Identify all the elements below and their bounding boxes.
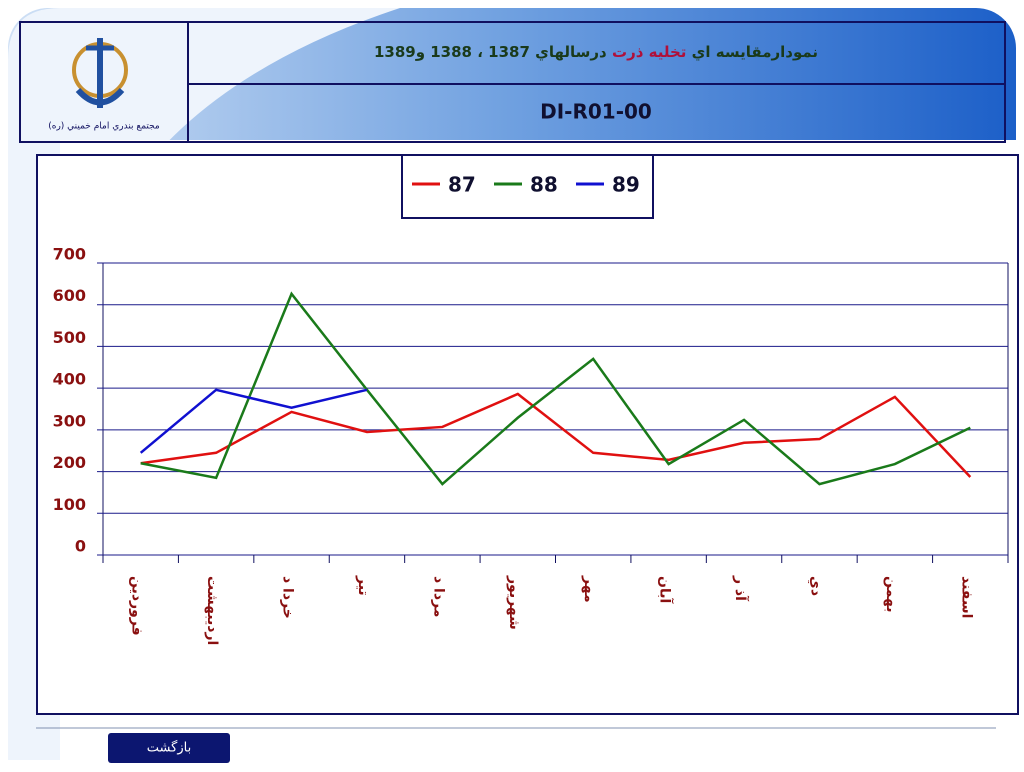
x-tick-label: بهمن (883, 576, 899, 612)
title-part: تخليه ذرت (612, 43, 686, 61)
logo (72, 38, 128, 108)
x-tick-label: آبان (657, 576, 675, 604)
x-tick-label: مهر (581, 575, 597, 603)
x-tick-label: دي (806, 576, 823, 596)
y-tick-label: 600 (53, 286, 86, 305)
y-tick-label: 400 (53, 370, 86, 389)
logo-caption: مجتمع بندري امام خميني (ره) (48, 122, 160, 132)
series-line (140, 291, 971, 486)
y-tick-label: 300 (53, 411, 86, 430)
y-tick-label: 500 (53, 328, 86, 347)
title-part: نمودارمقايسه اي (692, 43, 818, 62)
x-tick-label: تير (355, 575, 371, 596)
x-tick-label: فروردين (129, 576, 145, 636)
legend-box (401, 154, 654, 219)
x-tick-label: شهريور (506, 575, 522, 630)
y-tick-label: 200 (53, 453, 86, 472)
back-button-label[interactable]: بازگشت (147, 740, 191, 756)
legend-label: 89 (612, 173, 640, 197)
header-box (19, 21, 1006, 143)
legend-label: 88 (530, 173, 558, 197)
y-tick-label: 0 (75, 537, 86, 556)
x-tick-label: ارديبهشت (204, 576, 220, 645)
chart-frame (36, 154, 1019, 715)
slide-title: نمودارمقايسه اي تخليه ذرت درسالهاي 1387 … (374, 43, 818, 62)
legend-label: 87 (448, 173, 476, 197)
document-code: DI-R01-00 (540, 100, 652, 124)
y-tick-label: 100 (53, 495, 86, 514)
y-tick-label: 700 (53, 245, 86, 264)
series-line (139, 388, 368, 454)
x-tick-label: آذ ر (732, 575, 750, 602)
series-line (140, 392, 972, 478)
x-tick-label: خردا د (280, 576, 296, 619)
back-button[interactable] (108, 733, 230, 763)
title-part: درسالهاي 1387 ، 1388 و1389 (374, 43, 607, 62)
x-tick-label: اسفند (958, 576, 974, 618)
x-tick-label: مردا د (430, 576, 446, 617)
